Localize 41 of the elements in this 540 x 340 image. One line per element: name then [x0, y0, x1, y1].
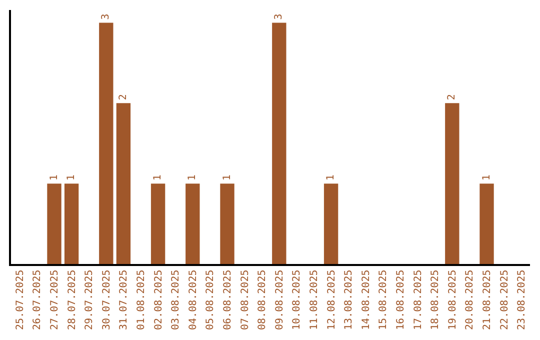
x-tick-label: 16.08.2025 — [396, 270, 406, 330]
data-label: 3 — [100, 14, 112, 20]
data-label: 3 — [274, 14, 285, 20]
data-label: 2 — [118, 94, 129, 100]
data-label: 1 — [222, 174, 233, 181]
x-tick-label: 19.08.2025 — [447, 270, 458, 330]
x-tick-label: 08.08.2025 — [257, 270, 268, 330]
x-tick-label: 06.08.2025 — [222, 270, 234, 330]
x-tick-label: 23.08.2025 — [516, 270, 528, 330]
data-label: 1 — [481, 174, 492, 181]
x-tick-label: 20.08.2025 — [464, 270, 476, 330]
data-label: 1 — [48, 174, 60, 181]
x-tick-label: 17.08.2025 — [412, 270, 424, 330]
data-label: 1 — [187, 174, 198, 181]
x-tick-label: 12.08.2025 — [326, 270, 338, 330]
x-tick-label: 15.08.2025 — [378, 270, 390, 330]
x-tick-label: 30.07.2025 — [101, 270, 112, 330]
x-tick-label: 27.07.2025 — [50, 270, 60, 330]
x-tick-label: 09.08.2025 — [274, 270, 286, 330]
data-label: 2 — [446, 94, 458, 100]
x-tick-label: 04.08.2025 — [188, 270, 199, 330]
x-tick-label: 02.08.2025 — [153, 270, 164, 330]
x-tick-label: 07.08.2025 — [240, 270, 251, 330]
x-tick-label: 05.08.2025 — [205, 270, 216, 330]
x-tick-label: 14.08.2025 — [360, 270, 372, 330]
data-label: 1 — [326, 174, 337, 181]
x-tick-label: 29.07.2025 — [84, 270, 96, 330]
x-tick-label: 21.08.2025 — [482, 270, 493, 330]
x-tick-label: 26.07.2025 — [32, 270, 44, 330]
x-tick-label: 25.07.2025 — [14, 270, 26, 330]
x-tick-label: 18.08.2025 — [430, 270, 442, 330]
x-tick-label: 31.07.2025 — [118, 270, 130, 330]
x-tick-label: 11.08.2025 — [309, 270, 320, 330]
x-tick-label: 28.07.2025 — [66, 270, 78, 330]
x-tick-label: 01.08.2025 — [136, 270, 147, 330]
data-label: 1 — [66, 174, 78, 181]
data-label: 1 — [152, 174, 164, 181]
x-tick-label: 10.08.2025 — [292, 270, 303, 330]
x-tick-label: 03.08.2025 — [170, 270, 182, 330]
x-tick-label: 13.08.2025 — [344, 270, 355, 330]
x-tick-label: 22.08.2025 — [499, 270, 510, 330]
